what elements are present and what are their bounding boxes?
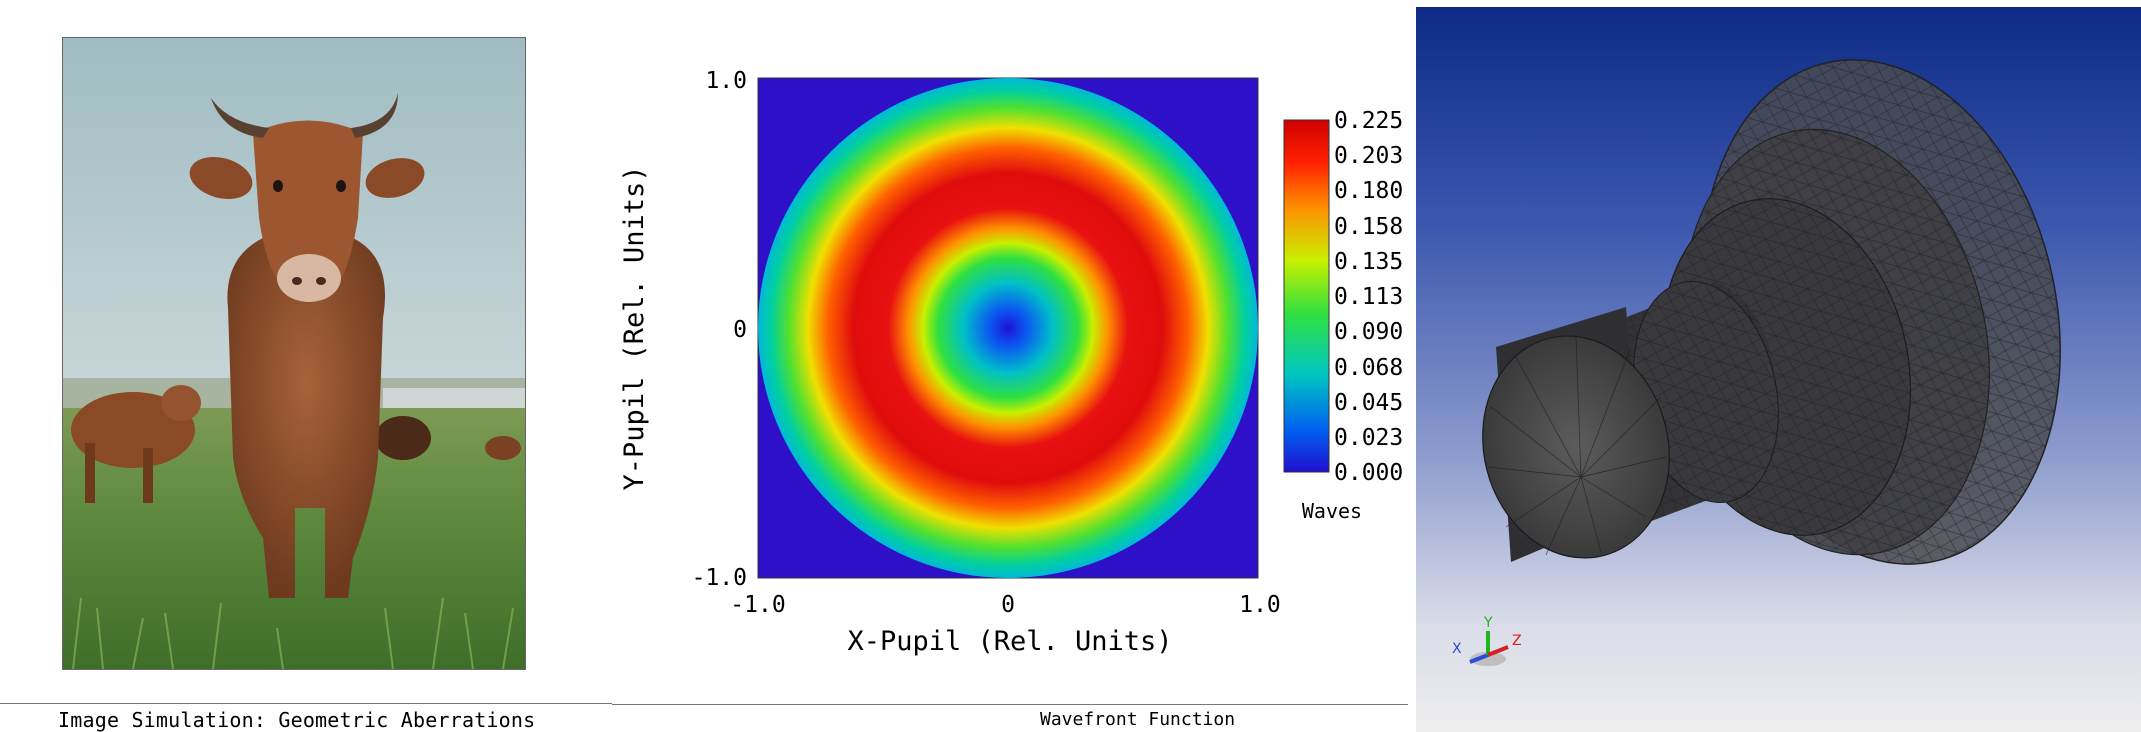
y-tick-top: 1.0: [705, 68, 747, 94]
colorbar-tick: 0.000: [1334, 460, 1403, 486]
colorbar-tick: 0.045: [1334, 390, 1403, 416]
triad-x-axis: [1469, 653, 1489, 664]
colorbar-unit-label: Waves: [1302, 499, 1362, 523]
colorbar-tick: 0.180: [1334, 178, 1403, 204]
wavefront-panel: 1.0 0 -1.0 -1.0 0 1.0 X-Pupil (Rel. Unit…: [612, 0, 1410, 732]
colorbar-tick: 0.068: [1334, 355, 1403, 381]
triad-label-y: Y: [1483, 615, 1493, 631]
colorbar-tick: 0.225: [1334, 108, 1403, 134]
x-tick-left: -1.0: [730, 592, 785, 618]
image-simulation-caption: Image Simulation: Geometric Aberrations: [58, 708, 536, 732]
triad-label-x: X: [1452, 641, 1462, 657]
triad-z-axis: [1487, 645, 1509, 657]
colorbar-tick: 0.203: [1334, 143, 1403, 169]
simulated-image: [62, 37, 526, 670]
front-face-mesh: [1487, 336, 1667, 556]
colorbar-ticks: 0.225 0.203 0.180 0.158 0.135 0.113 0.09…: [1334, 108, 1403, 486]
caption-divider: [0, 703, 612, 704]
y-tick-mid: 0: [733, 317, 747, 343]
colorbar: [1283, 119, 1330, 473]
y-tick-bottom: -1.0: [692, 565, 747, 591]
x-tick-right: 1.0: [1239, 592, 1281, 618]
colorbar-tick: 0.023: [1334, 425, 1403, 451]
triad-label-z: Z: [1512, 633, 1522, 649]
colorbar-tick: 0.113: [1334, 284, 1403, 310]
axis-triad: X Y Z: [1452, 615, 1522, 666]
wavefront-pupil-map: [758, 78, 1258, 578]
x-axis-title: X-Pupil (Rel. Units): [847, 626, 1172, 657]
x-tick-mid: 0: [1001, 592, 1015, 618]
caption-divider: [612, 704, 1408, 705]
wavefront-caption: Wavefront Function: [1040, 709, 1236, 730]
colorbar-tick: 0.135: [1334, 249, 1403, 275]
image-simulation-panel: Image Simulation: Geometric Aberrations: [0, 0, 612, 732]
colorbar-tick: 0.090: [1334, 319, 1403, 345]
colorbar-tick: 0.158: [1334, 214, 1403, 240]
lens-assembly-model[interactable]: X Y Z: [1416, 7, 2141, 732]
wavefront-plot: 1.0 0 -1.0 -1.0 0 1.0 X-Pupil (Rel. Unit…: [619, 68, 1403, 657]
model-3d-viewport[interactable]: X Y Z: [1416, 7, 2141, 732]
y-axis-title: Y-Pupil (Rel. Units): [619, 165, 650, 490]
